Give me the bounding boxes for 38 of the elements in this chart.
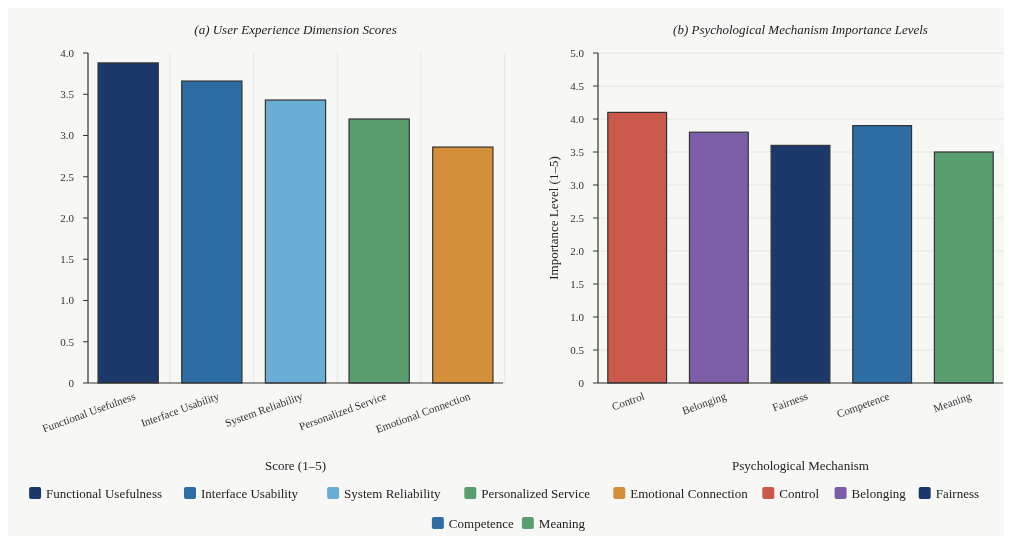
chart-title: (b) Psychological Mechanism Importance Levels	[673, 22, 928, 37]
x-axis-title: Score (1–5)	[264, 458, 327, 473]
chart-title: (a) User Experience Dimension Scores	[194, 22, 397, 37]
y-tick-label: 0.5	[570, 343, 585, 356]
y-tick-label: 0	[578, 376, 585, 389]
legend-label: Fairness	[935, 485, 980, 501]
x-tick-label: Control	[610, 389, 646, 413]
y-tick-label: 0	[68, 376, 75, 389]
y-tick-label: 3.5	[60, 88, 75, 101]
legend-label: Personalized Service	[481, 485, 591, 501]
y-tick-label: 4.0	[60, 46, 75, 59]
y-tick-label: 1.0	[60, 294, 75, 307]
y-tick-label: 5.0	[570, 46, 585, 59]
y-tick-label: 1.5	[570, 277, 585, 290]
x-tick-label: Fairness	[770, 389, 810, 414]
y-tick-label: 3.0	[60, 129, 75, 142]
y-tick-label: 2.5	[570, 211, 585, 224]
y-tick-label: 0.5	[60, 335, 75, 348]
y-tick-label: 2.0	[570, 244, 585, 257]
y-tick-label: 1.5	[60, 253, 75, 266]
legend-label: Functional Usefulness	[46, 485, 163, 501]
legend-label: Emotional Connection	[630, 485, 749, 501]
legend-label: Competence	[448, 515, 515, 531]
legend-label: System Reliability	[344, 485, 442, 501]
legend-label: Interface Usability	[201, 485, 299, 501]
y-tick-label: 4.0	[570, 112, 585, 125]
y-tick-label: 4.5	[570, 79, 585, 92]
y-tick-label: 2.0	[60, 211, 75, 224]
legend-label: Belonging	[851, 485, 907, 501]
x-tick-label: Interface Usability	[139, 389, 221, 429]
y-tick-label: 3.0	[570, 178, 585, 191]
y-tick-label: 3.5	[570, 145, 585, 158]
legend-label: Control	[779, 485, 820, 501]
y-tick-label: 1.0	[570, 310, 585, 323]
y-axis-title: Importance Level (1–5)	[546, 156, 561, 280]
legend-label: Meaning	[538, 515, 586, 531]
y-tick-label: 2.5	[60, 170, 75, 183]
x-axis-title: Psychological Mechanism	[732, 458, 869, 473]
